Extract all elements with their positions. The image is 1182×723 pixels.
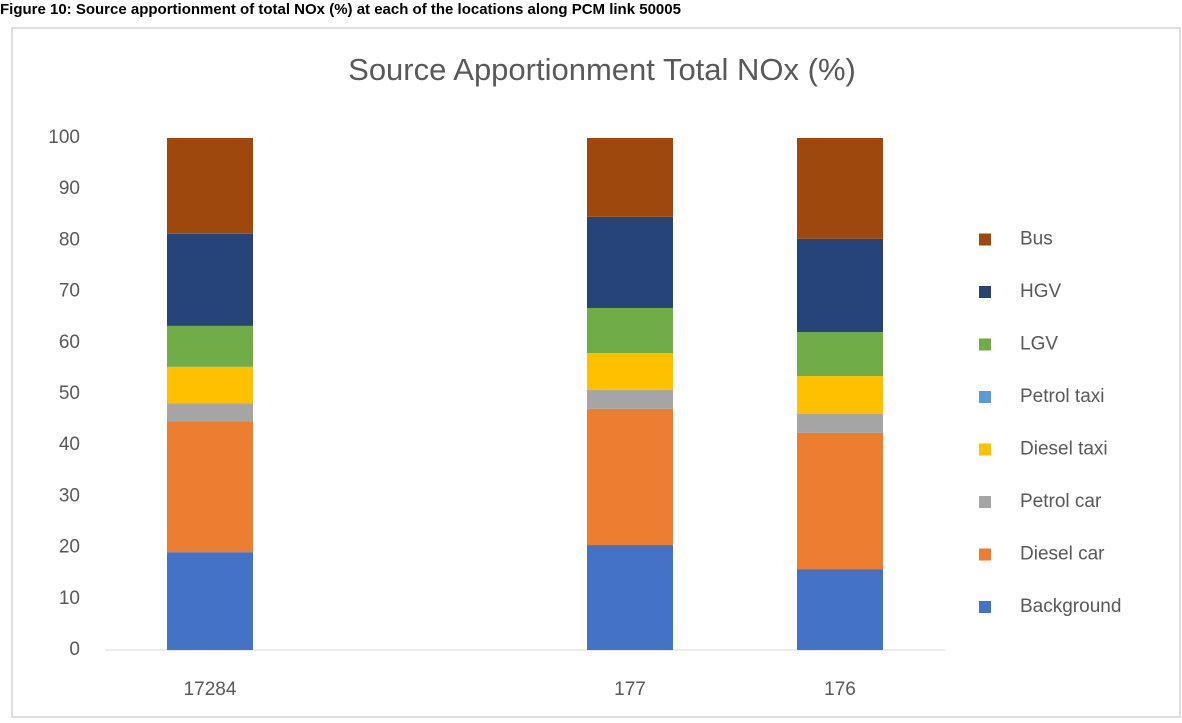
legend-swatch <box>979 286 991 298</box>
bar-segment <box>587 216 673 308</box>
bar-segment <box>167 138 253 234</box>
legend-label: Diesel taxi <box>1020 439 1108 460</box>
chart-title: Source Apportionment Total NOx (%) <box>348 52 856 87</box>
y-tick-label: 70 <box>59 281 80 302</box>
bar-segment <box>587 138 673 217</box>
figure-caption: Figure 10: Source apportionment of total… <box>0 1 681 18</box>
x-tick-label: 177 <box>614 679 646 700</box>
bar-segment <box>587 307 673 354</box>
legend-swatch <box>979 548 991 561</box>
y-tick-label: 80 <box>59 229 80 250</box>
bar-segment <box>587 408 673 546</box>
bar-segment <box>797 432 883 570</box>
y-tick-label: 90 <box>59 178 80 199</box>
y-tick-label: 40 <box>59 434 80 455</box>
legend-swatch <box>979 496 991 508</box>
y-tick-label: 30 <box>59 485 80 506</box>
legend-swatch <box>979 233 991 246</box>
legend-label: Petrol taxi <box>1020 386 1104 407</box>
bar-segment <box>587 545 673 650</box>
bar-segment <box>797 238 883 333</box>
y-tick-label: 50 <box>59 383 80 404</box>
legend-swatch <box>979 443 991 456</box>
bar-segment <box>167 233 253 326</box>
bar-segment <box>797 332 883 377</box>
y-tick-label: 100 <box>48 127 80 148</box>
legend-swatch <box>979 338 991 351</box>
legend-label: LGV <box>1020 334 1058 355</box>
bar-segment <box>587 389 673 409</box>
y-tick-label: 60 <box>59 332 80 353</box>
bar-segment <box>797 569 883 650</box>
legend-swatch <box>979 391 991 403</box>
bar-segment <box>587 353 673 390</box>
x-tick-label: 176 <box>824 679 856 700</box>
bar-segment <box>797 413 883 433</box>
legend-label: Diesel car <box>1020 544 1105 565</box>
legend-swatch <box>979 601 991 613</box>
bar-segment <box>167 403 253 422</box>
legend-label: HGV <box>1020 281 1062 302</box>
y-tick-label: 20 <box>59 537 80 558</box>
bar-segment <box>797 376 883 414</box>
y-tick-label: 0 <box>69 639 80 660</box>
bar-segment <box>797 138 883 239</box>
legend-label: Petrol car <box>1020 491 1102 512</box>
bar-segment <box>167 366 253 404</box>
legend-label: Bus <box>1020 229 1053 250</box>
bar-segment <box>167 421 253 553</box>
bar-segment <box>167 552 253 650</box>
y-tick-label: 10 <box>59 588 80 609</box>
x-tick-label: 17284 <box>184 679 237 700</box>
bar-segment <box>167 325 253 367</box>
legend-label: Background <box>1020 596 1121 617</box>
